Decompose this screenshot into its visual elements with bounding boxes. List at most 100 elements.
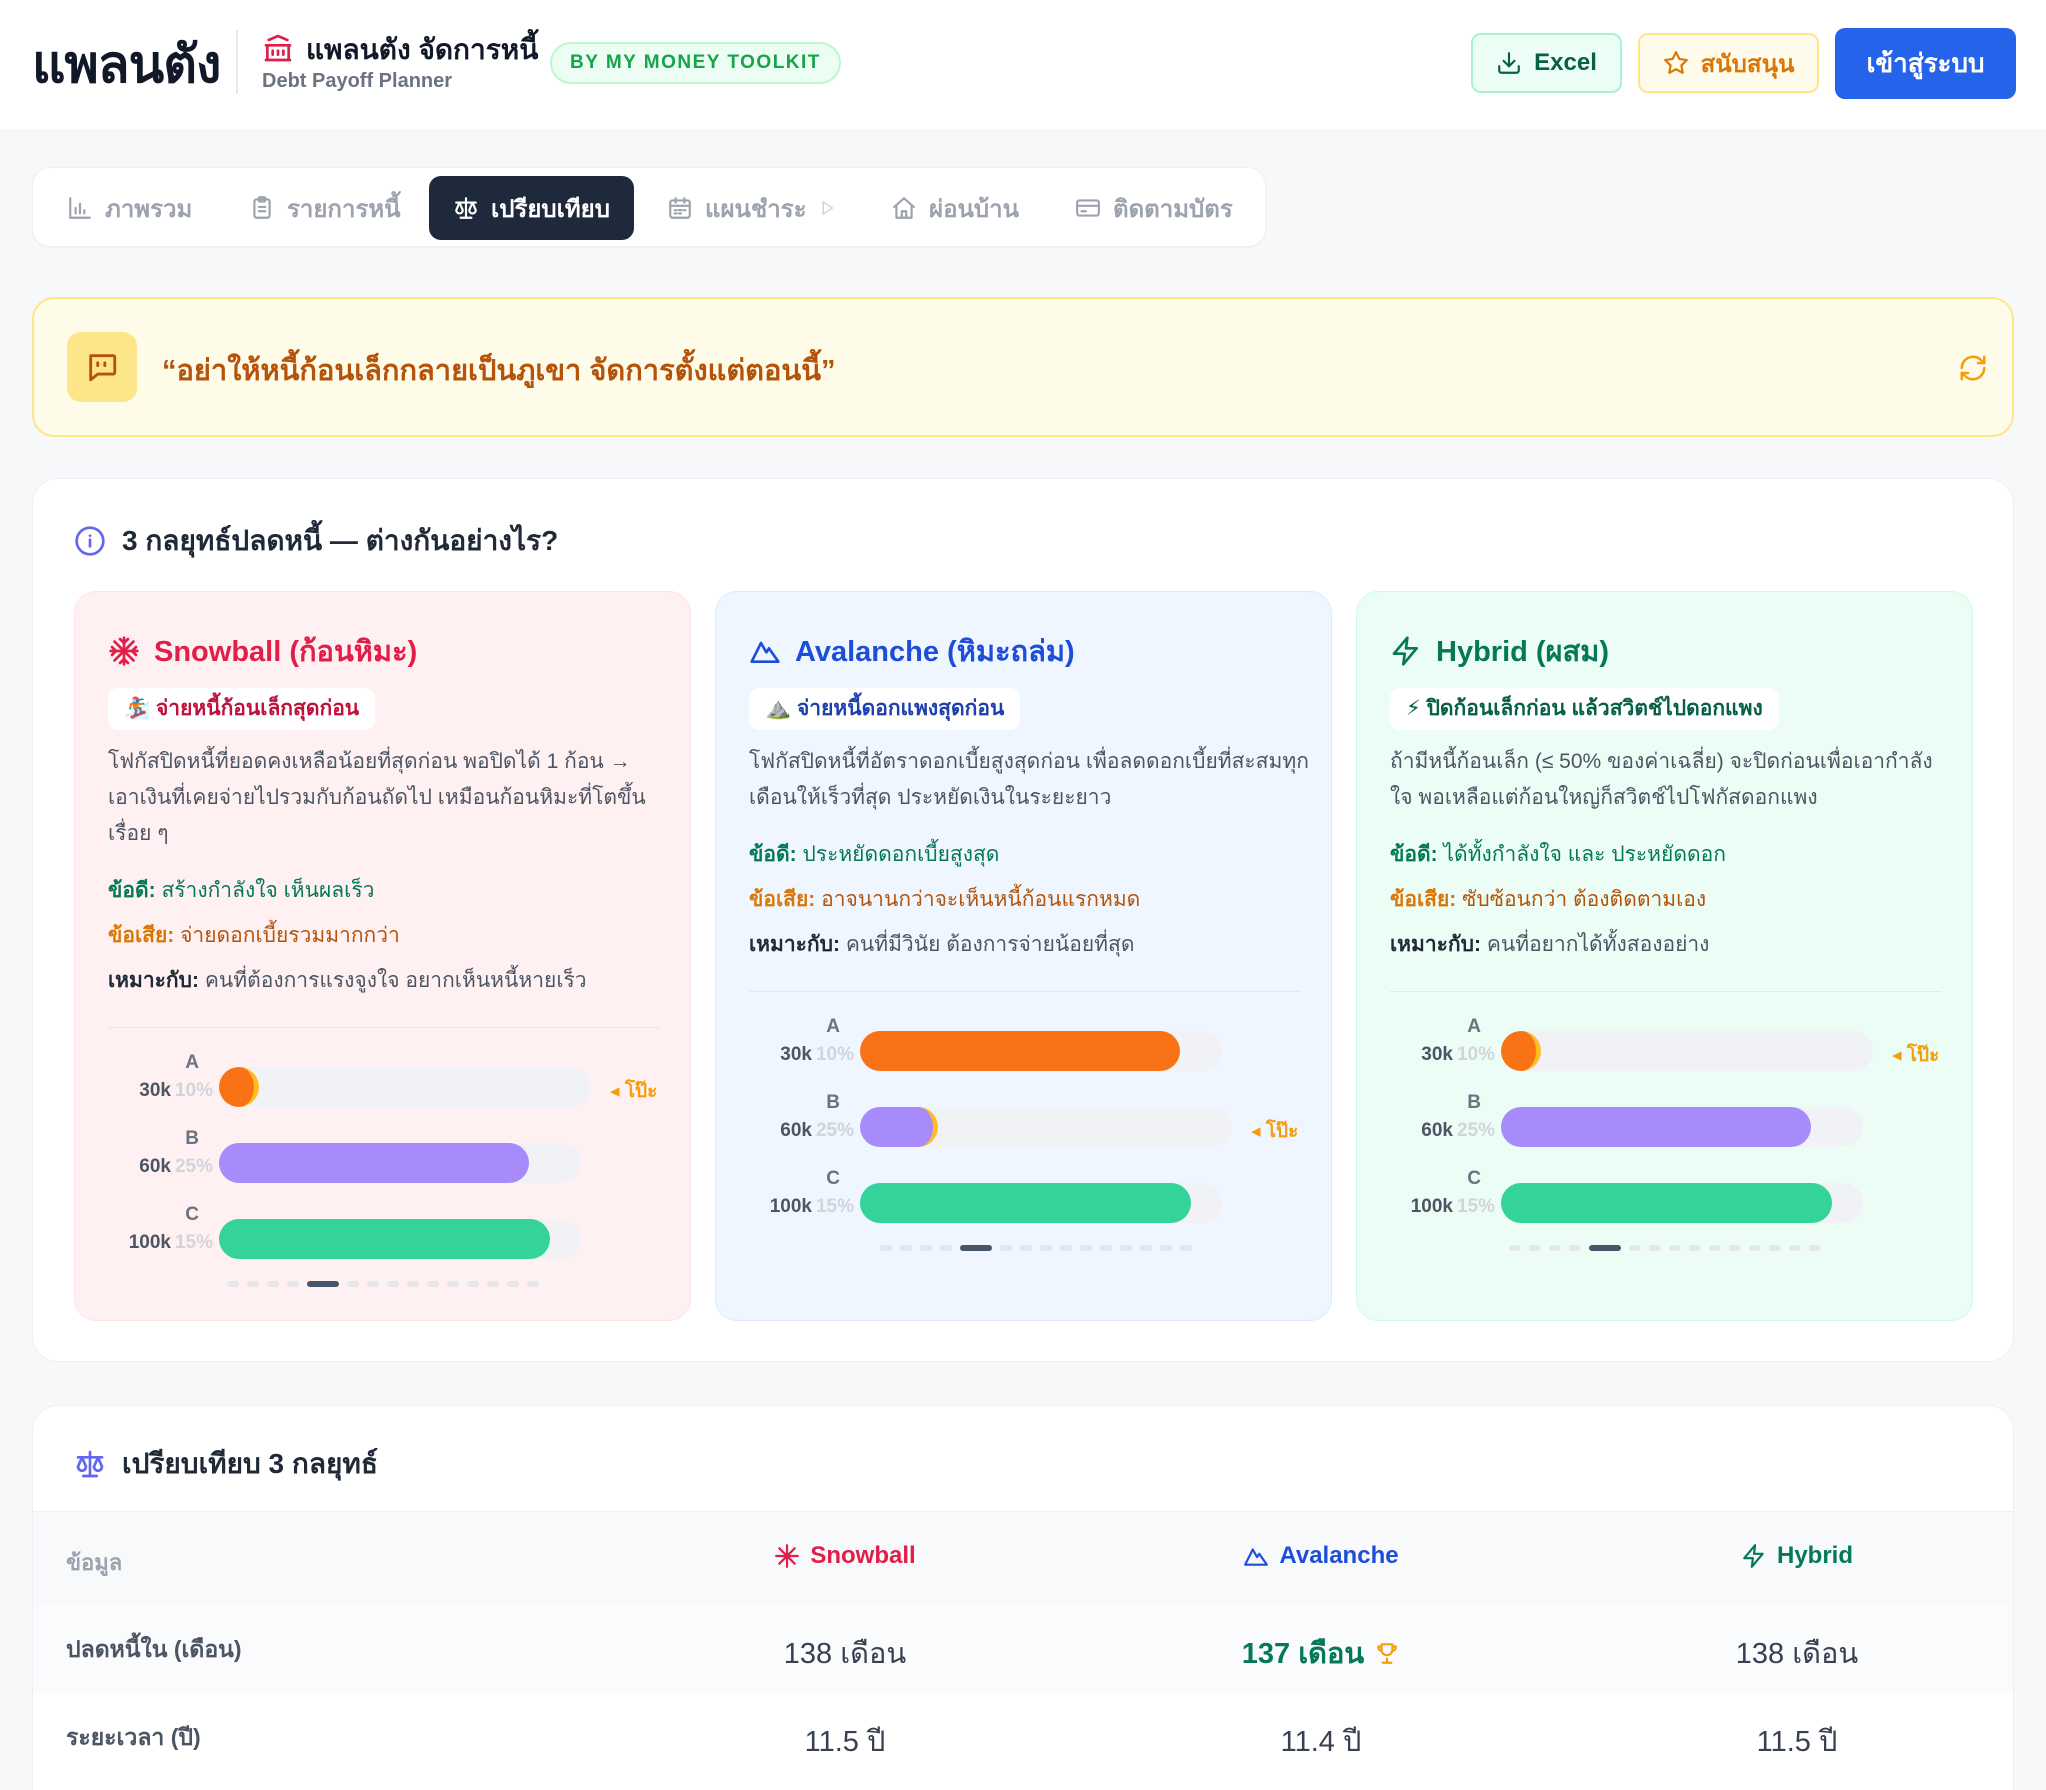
target-label: ◂ โป๊ะ	[610, 1081, 658, 1102]
brand-logo[interactable]: แพลนตัง	[32, 36, 221, 94]
tab-card-tracker[interactable]: ติดตามบัตร	[1059, 176, 1249, 240]
tab-debt-list[interactable]: รายการหนี้	[233, 176, 417, 240]
step-dot[interactable]	[367, 1281, 379, 1287]
step-dot[interactable]	[347, 1281, 359, 1287]
step-dot[interactable]	[487, 1281, 499, 1287]
tab-mortgage[interactable]: ผ่อนบ้าน	[875, 176, 1035, 240]
step-dot[interactable]	[1160, 1245, 1172, 1251]
step-dot[interactable]	[1100, 1245, 1112, 1251]
step-dot-active[interactable]	[1589, 1245, 1621, 1251]
step-dot-active[interactable]	[307, 1281, 339, 1287]
debt-bar-row: B 60k 25% ◂ โป๊ะ	[716, 1092, 1333, 1162]
table-header-row: ข้อมูล Snowball Avalanche Hybrid	[33, 1511, 2013, 1605]
step-indicator[interactable]	[227, 1281, 539, 1287]
step-dot[interactable]	[1549, 1245, 1561, 1251]
step-dot[interactable]	[940, 1245, 952, 1251]
login-button[interactable]: เข้าสู่ระบบ	[1835, 28, 2016, 99]
rate-value: 25%	[174, 1156, 213, 1177]
step-dot[interactable]	[407, 1281, 419, 1287]
amount-value: 100k	[769, 1196, 812, 1217]
column-name: Snowball	[810, 1542, 916, 1569]
step-dot[interactable]	[1769, 1245, 1781, 1251]
step-dot[interactable]	[1749, 1245, 1761, 1251]
quote-banner: “อย่าให้หนี้ก้อนเล็กกลายเป็นภูเขา จัดการ…	[32, 297, 2014, 437]
tab-label: ผ่อนบ้าน	[929, 195, 1019, 223]
amount-value: 30k	[1421, 1044, 1453, 1065]
step-dot[interactable]	[1000, 1245, 1012, 1251]
star-icon	[1663, 51, 1688, 74]
step-dot[interactable]	[1669, 1245, 1681, 1251]
calendar-icon	[669, 197, 691, 219]
step-dot-active[interactable]	[960, 1245, 992, 1251]
strategy-snowball: Snowball (ก้อนหิมะ) 🏂 จ่ายหนี้ก้อนเล็กสุ…	[74, 591, 691, 1321]
debt-letter: C	[826, 1168, 840, 1189]
support-button[interactable]: สนับสนุน	[1638, 33, 1819, 93]
step-dot[interactable]	[1709, 1245, 1721, 1251]
step-dot[interactable]	[527, 1281, 539, 1287]
debt-amount: 100k 15%	[770, 1196, 854, 1218]
app-name: แพลนตัง จัดการหนี้	[306, 34, 539, 65]
step-dot[interactable]	[1809, 1245, 1821, 1251]
target-label: ◂ โป๊ะ	[1251, 1121, 1299, 1142]
step-dot[interactable]	[1060, 1245, 1072, 1251]
bar-track	[219, 1143, 581, 1183]
step-dot[interactable]	[1689, 1245, 1701, 1251]
debt-bar-row: C 100k 15%	[1357, 1168, 1974, 1238]
step-dot[interactable]	[507, 1281, 519, 1287]
fit-value: คนที่มีวินัย ต้องการจ่ายน้อยที่สุด	[845, 933, 1135, 956]
debt-bar-row: C 100k 15%	[75, 1204, 692, 1274]
step-dot[interactable]	[1529, 1245, 1541, 1251]
tab-compare[interactable]: เปรียบเทียบ	[429, 176, 634, 240]
step-dot[interactable]	[1140, 1245, 1152, 1251]
bar-fill	[1501, 1183, 1832, 1223]
step-dot[interactable]	[900, 1245, 912, 1251]
step-dot[interactable]	[267, 1281, 279, 1287]
step-dot[interactable]	[427, 1281, 439, 1287]
debt-letter: C	[1467, 1168, 1481, 1189]
tab-payment-plan[interactable]: แผนชำระ	[651, 176, 852, 240]
step-dot[interactable]	[467, 1281, 479, 1287]
step-dot[interactable]	[1120, 1245, 1132, 1251]
step-dot[interactable]	[287, 1281, 299, 1287]
amount-value: 60k	[1421, 1120, 1453, 1141]
section-title-text: 3 กลยุทธ์ปลดหนี้ — ต่างกันอย่างไร?	[122, 525, 559, 556]
excel-button[interactable]: Excel	[1471, 33, 1622, 93]
tab-overview[interactable]: ภาพรวม	[51, 176, 208, 240]
step-dot[interactable]	[1509, 1245, 1521, 1251]
strategy-tag: ⛰️ จ่ายหนี้ดอกแพงสุดก่อน	[749, 688, 1021, 730]
refresh-icon[interactable]	[1958, 353, 1988, 383]
step-dot[interactable]	[1020, 1245, 1032, 1251]
fit-key: เหมาะกับ:	[749, 933, 840, 956]
bar-track	[1501, 1031, 1873, 1071]
step-dot[interactable]	[247, 1281, 259, 1287]
step-dot[interactable]	[227, 1281, 239, 1287]
con-value: อาจนานกว่าจะเห็นหนี้ก้อนแรกหมด	[821, 888, 1141, 911]
info-icon	[75, 526, 105, 556]
step-dot[interactable]	[1789, 1245, 1801, 1251]
debt-amount: 100k 15%	[1411, 1196, 1495, 1218]
amount-value: 60k	[139, 1156, 171, 1177]
step-dot[interactable]	[447, 1281, 459, 1287]
bar-track	[219, 1067, 591, 1107]
debt-letter: A	[1467, 1016, 1481, 1037]
divider	[749, 991, 1301, 992]
strategy-description: โฟกัสปิดหนี้ที่ยอดคงเหลือน้อยที่สุดก่อน …	[108, 750, 646, 845]
step-dot[interactable]	[1080, 1245, 1092, 1251]
step-dot[interactable]	[1569, 1245, 1581, 1251]
step-indicator[interactable]	[1509, 1245, 1821, 1251]
step-dot[interactable]	[1629, 1245, 1641, 1251]
step-indicator[interactable]	[880, 1245, 1192, 1251]
mountain-icon	[1244, 1548, 1269, 1566]
step-dot[interactable]	[1040, 1245, 1052, 1251]
debt-letter: A	[185, 1052, 199, 1073]
amount-value: 30k	[139, 1080, 171, 1101]
step-dot[interactable]	[1729, 1245, 1741, 1251]
debt-bar-row: B 60k 25%	[1357, 1092, 1974, 1162]
bank-icon	[264, 34, 292, 62]
step-dot[interactable]	[1180, 1245, 1192, 1251]
step-dot[interactable]	[920, 1245, 932, 1251]
rate-value: 15%	[174, 1232, 213, 1253]
step-dot[interactable]	[387, 1281, 399, 1287]
step-dot[interactable]	[880, 1245, 892, 1251]
step-dot[interactable]	[1649, 1245, 1661, 1251]
